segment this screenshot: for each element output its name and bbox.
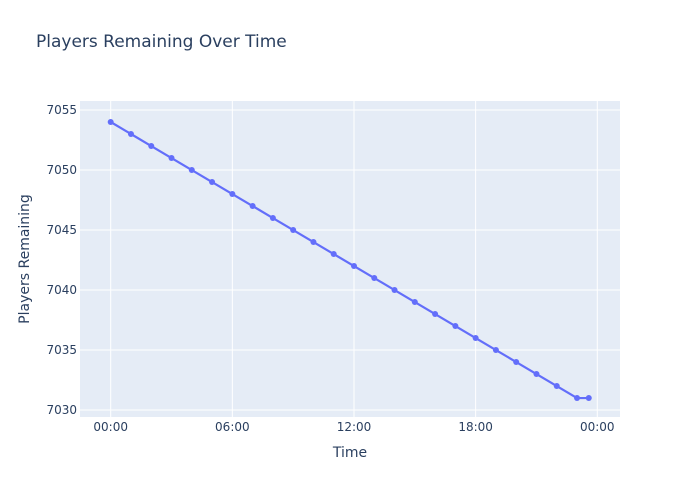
data-point[interactable] (585, 395, 592, 402)
data-point[interactable] (310, 239, 317, 246)
x-axis-title: Time (0, 445, 700, 461)
y-tick-label: 7030 (46, 403, 77, 418)
data-point[interactable] (330, 251, 337, 258)
data-point[interactable] (188, 167, 195, 174)
data-point[interactable] (452, 323, 459, 330)
data-point[interactable] (168, 155, 175, 162)
x-tick-label: 00:00 (579, 420, 615, 434)
data-point[interactable] (472, 335, 479, 342)
x-tick-label: 06:00 (215, 420, 250, 434)
data-point[interactable] (391, 287, 398, 294)
data-point[interactable] (371, 275, 378, 282)
chart-title: Players Remaining Over Time (36, 32, 287, 52)
line-series (109, 120, 590, 400)
x-tick-label: 00:00 (93, 420, 128, 434)
data-point[interactable] (148, 143, 155, 150)
data-point[interactable] (533, 371, 540, 378)
data-point[interactable] (350, 263, 357, 270)
data-point[interactable] (432, 311, 439, 318)
data-point[interactable] (574, 395, 581, 402)
chart-canvas (80, 101, 620, 417)
data-point[interactable] (127, 131, 134, 138)
x-tick-label: 12:00 (336, 420, 372, 434)
data-point[interactable] (269, 215, 276, 222)
data-point[interactable] (107, 119, 114, 126)
y-tick-label: 7045 (46, 223, 77, 238)
x-axis-title-text: Time (332, 445, 368, 461)
data-point[interactable] (290, 227, 297, 234)
y-axis-title: Players Remaining (17, 194, 33, 324)
y-tick-label: 7055 (46, 103, 77, 117)
y-tick-label: 7035 (46, 343, 77, 358)
plot-area[interactable] (80, 101, 620, 417)
data-point[interactable] (209, 179, 216, 186)
data-point[interactable] (553, 383, 560, 390)
data-point[interactable] (229, 191, 236, 198)
y-tick-label: 7040 (46, 283, 77, 298)
data-point[interactable] (492, 347, 499, 354)
y-tick-label: 7050 (46, 163, 77, 177)
data-point[interactable] (513, 359, 520, 366)
x-tick-label: 18:00 (458, 420, 493, 434)
data-point[interactable] (249, 203, 256, 210)
data-point[interactable] (411, 299, 418, 306)
